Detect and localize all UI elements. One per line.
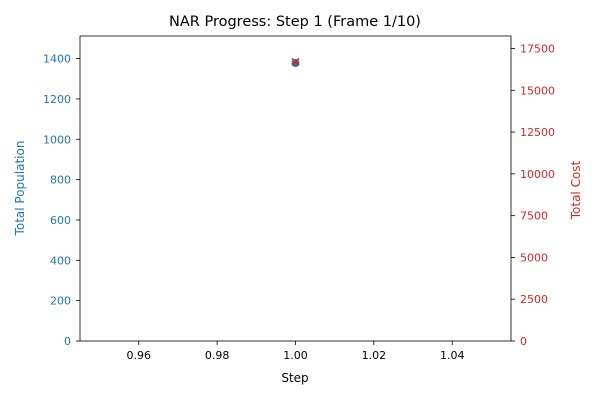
y-left-tick-label: 800 [50,174,71,187]
chart-title: NAR Progress: Step 1 (Frame 1/10) [169,14,421,30]
y-left-tick-label: 1200 [43,93,71,106]
x-tick-label: 1.04 [440,349,465,362]
y-right-tick-label: 5000 [520,251,548,264]
y-left-tick-label: 1400 [43,53,71,66]
plot-frame [79,35,512,342]
x-axis-label: Step [281,371,308,385]
y-right-tick-label: 17500 [520,43,555,56]
y-left-tick-label: 0 [64,335,71,348]
x-tick-label: 0.98 [205,349,230,362]
y-right-tick-label: 12500 [520,126,555,139]
marks-layer [291,57,300,68]
y-left-tick-label: 600 [50,214,71,227]
data-point-cost [291,57,300,66]
y-left-axis-label: Total Population [13,141,27,237]
y-right-tick-label: 0 [520,335,527,348]
y-left-tick-label: 1000 [43,133,71,146]
x-tick-label: 1.02 [362,349,387,362]
cost-marker-stroke [291,57,300,66]
y-right-tick-label: 10000 [520,168,555,181]
y-right-tick-label: 7500 [520,210,548,223]
y-left-tick-label: 200 [50,295,71,308]
y-right-axis-label: Total Cost [569,160,583,220]
x-tick-label: 0.96 [127,349,152,362]
x-tick-label: 1.00 [283,349,308,362]
y-left-tick-label: 400 [50,254,71,267]
ticks-layer: 0.96 0.98 1.00 1.02 1.04 0 200 400 600 800 1000 120… [43,43,555,362]
y-right-tick-label: 2500 [520,293,548,306]
y-right-tick-label: 15000 [520,84,555,97]
